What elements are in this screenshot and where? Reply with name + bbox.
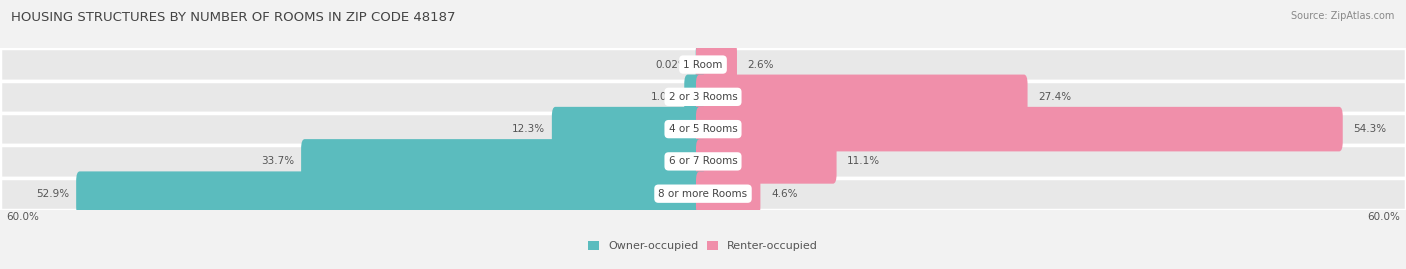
FancyBboxPatch shape: [685, 75, 707, 119]
Text: Source: ZipAtlas.com: Source: ZipAtlas.com: [1291, 11, 1395, 21]
Text: 1 Room: 1 Room: [683, 59, 723, 70]
FancyBboxPatch shape: [696, 171, 761, 216]
FancyBboxPatch shape: [551, 107, 707, 151]
Text: 2 or 3 Rooms: 2 or 3 Rooms: [669, 92, 737, 102]
Text: HOUSING STRUCTURES BY NUMBER OF ROOMS IN ZIP CODE 48187: HOUSING STRUCTURES BY NUMBER OF ROOMS IN…: [11, 11, 456, 24]
Bar: [0, 145, 1406, 178]
FancyBboxPatch shape: [696, 139, 837, 184]
Text: 4 or 5 Rooms: 4 or 5 Rooms: [669, 124, 737, 134]
FancyBboxPatch shape: [76, 171, 707, 216]
FancyBboxPatch shape: [696, 42, 707, 87]
Text: 11.1%: 11.1%: [846, 156, 880, 167]
Text: 4.6%: 4.6%: [770, 189, 797, 199]
Text: 12.3%: 12.3%: [512, 124, 546, 134]
Legend: Owner-occupied, Renter-occupied: Owner-occupied, Renter-occupied: [583, 237, 823, 256]
Text: 60.0%: 60.0%: [6, 213, 39, 222]
FancyBboxPatch shape: [696, 42, 737, 87]
Bar: [0, 48, 1406, 81]
Bar: [0, 178, 1406, 210]
Text: 2.6%: 2.6%: [748, 59, 775, 70]
Text: 8 or more Rooms: 8 or more Rooms: [658, 189, 748, 199]
Bar: [0, 81, 1406, 113]
Text: 27.4%: 27.4%: [1038, 92, 1071, 102]
Text: 60.0%: 60.0%: [1367, 213, 1400, 222]
Text: 54.3%: 54.3%: [1354, 124, 1386, 134]
Text: 33.7%: 33.7%: [262, 156, 294, 167]
FancyBboxPatch shape: [696, 75, 1028, 119]
Text: 1.0%: 1.0%: [651, 92, 678, 102]
FancyBboxPatch shape: [301, 139, 707, 184]
Text: 6 or 7 Rooms: 6 or 7 Rooms: [669, 156, 737, 167]
Bar: [0, 113, 1406, 145]
Text: 52.9%: 52.9%: [37, 189, 69, 199]
Text: 0.02%: 0.02%: [655, 59, 689, 70]
FancyBboxPatch shape: [696, 107, 1343, 151]
